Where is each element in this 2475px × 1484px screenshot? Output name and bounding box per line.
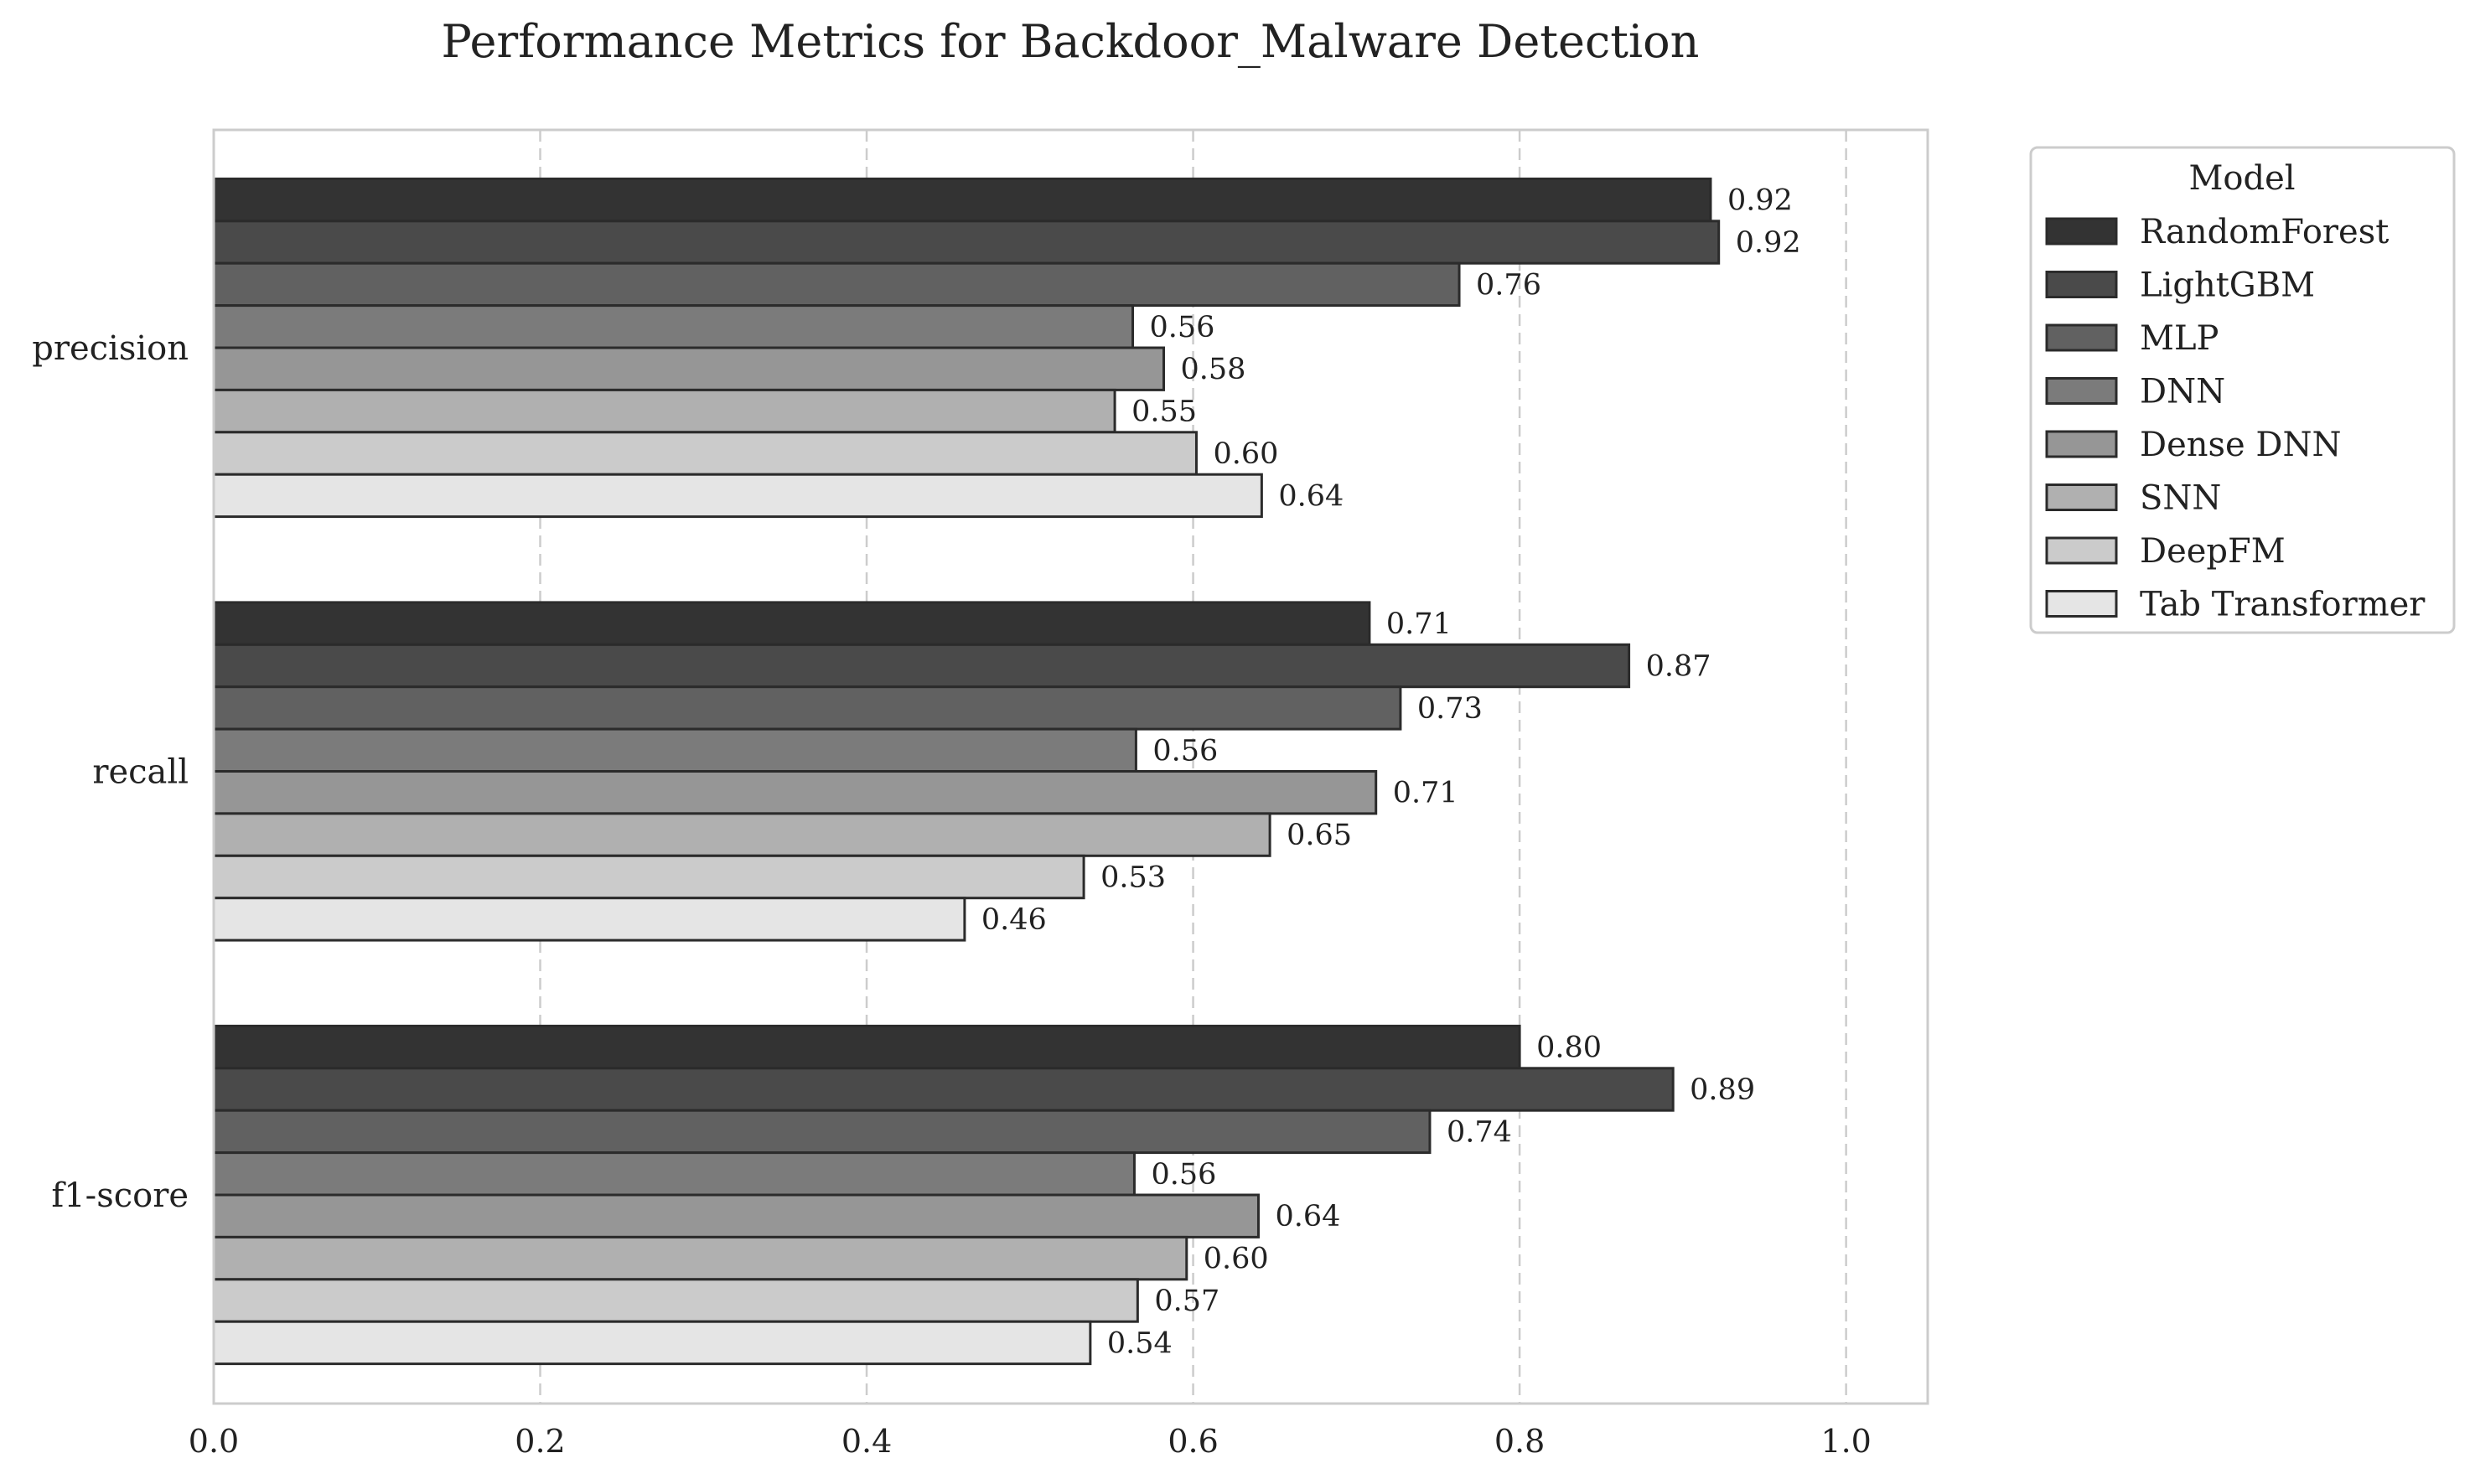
plot-frame — [212, 128, 1929, 1405]
legend-frame — [2029, 146, 2456, 634]
x-axis: 0.0 0.2 0.4 0.6 0.8 1.0 — [189, 1423, 1872, 1460]
bar — [212, 388, 1116, 434]
legend-label: DNN — [2140, 373, 2225, 411]
bar — [212, 1278, 1139, 1323]
bar-value-label: 0.58 — [1181, 353, 1246, 386]
legend-swatch — [2045, 377, 2118, 405]
legend-title: Model — [2188, 159, 2295, 198]
bar — [212, 220, 1721, 265]
legend-label: DeepFM — [2140, 532, 2286, 571]
legend-label: LightGBM — [2140, 266, 2315, 305]
bar-value-label: 0.89 — [1690, 1073, 1755, 1107]
category-label: f1-score — [51, 1176, 189, 1215]
legend-label: Tab Transformer — [2140, 586, 2426, 624]
legend-swatch — [2045, 430, 2118, 458]
bar — [212, 431, 1198, 476]
bar-value-label: 0.74 — [1447, 1115, 1512, 1149]
bar — [212, 770, 1378, 815]
x-tick-label: 1.0 — [1820, 1423, 1871, 1460]
bar-value-label: 0.46 — [981, 903, 1047, 937]
bar — [212, 685, 1402, 731]
bar-value-label: 0.56 — [1151, 1158, 1216, 1192]
bar — [212, 1320, 1092, 1366]
bar-value-label: 0.56 — [1152, 734, 1218, 768]
bar — [212, 1024, 1521, 1070]
x-tick-label: 0.8 — [1494, 1423, 1545, 1460]
bar — [212, 812, 1271, 857]
bar — [212, 1235, 1188, 1281]
category-label: recall — [92, 753, 189, 792]
bar-value-label: 0.56 — [1150, 311, 1215, 344]
bar-value-label: 0.54 — [1107, 1326, 1173, 1360]
bar-value-label: 0.92 — [1736, 226, 1801, 260]
bar-value-label: 0.64 — [1275, 1200, 1340, 1233]
x-tick-label: 0.6 — [1168, 1423, 1218, 1460]
bar-value-label: 0.76 — [1476, 268, 1541, 302]
bar — [212, 601, 1371, 646]
bar-value-label: 0.87 — [1646, 650, 1711, 684]
chart-title: Performance Metrics for Backdoor_Malware… — [442, 15, 1700, 68]
bar-value-label: 0.55 — [1131, 396, 1197, 429]
bar-value-label: 0.71 — [1393, 777, 1458, 810]
bar — [212, 1067, 1675, 1112]
bar — [212, 1193, 1260, 1238]
legend: Model RandomForest LightGBM MLP DNN Dense DN… — [2029, 146, 2456, 634]
data-labels: 0.920.920.760.560.580.550.600.640.710.87… — [981, 184, 1801, 1361]
bar — [212, 854, 1085, 900]
bar-value-label: 0.57 — [1154, 1285, 1219, 1318]
x-tick-label: 0.4 — [841, 1423, 892, 1460]
legend-label: MLP — [2140, 319, 2219, 358]
bar-value-label: 0.60 — [1204, 1243, 1269, 1276]
bar — [212, 177, 1712, 223]
bar-value-label: 0.60 — [1213, 437, 1278, 471]
bar — [212, 261, 1461, 308]
legend-swatch — [2045, 271, 2118, 298]
legend-swatch — [2045, 217, 2118, 246]
bar-value-label: 0.53 — [1100, 861, 1166, 895]
y-axis: precision recall f1-score — [32, 329, 189, 1215]
bar — [212, 727, 1137, 773]
legend-swatch — [2045, 590, 2118, 618]
bar — [212, 304, 1135, 349]
bars — [212, 177, 1721, 1366]
x-tick-label: 0.2 — [515, 1423, 565, 1460]
legend-swatch — [2045, 536, 2118, 565]
bar — [212, 346, 1166, 391]
bar-value-label: 0.71 — [1386, 608, 1452, 641]
bar-value-label: 0.64 — [1278, 479, 1344, 513]
legend-swatch — [2045, 323, 2118, 352]
legend-label: Dense DNN — [2140, 426, 2342, 464]
bar-value-label: 0.80 — [1536, 1032, 1602, 1065]
category-label: precision — [32, 329, 189, 368]
legend-label: RandomForest — [2140, 213, 2389, 251]
bar — [212, 1151, 1136, 1197]
legend-swatch — [2045, 483, 2118, 511]
bar — [212, 643, 1631, 689]
x-tick-label: 0.0 — [189, 1423, 239, 1460]
bar — [212, 473, 1263, 519]
bar — [212, 897, 966, 942]
bar-value-label: 0.73 — [1417, 692, 1483, 726]
bar-value-label: 0.65 — [1287, 819, 1352, 852]
bar-value-label: 0.92 — [1727, 184, 1793, 218]
legend-label: SNN — [2140, 479, 2221, 518]
bar — [212, 1109, 1432, 1155]
